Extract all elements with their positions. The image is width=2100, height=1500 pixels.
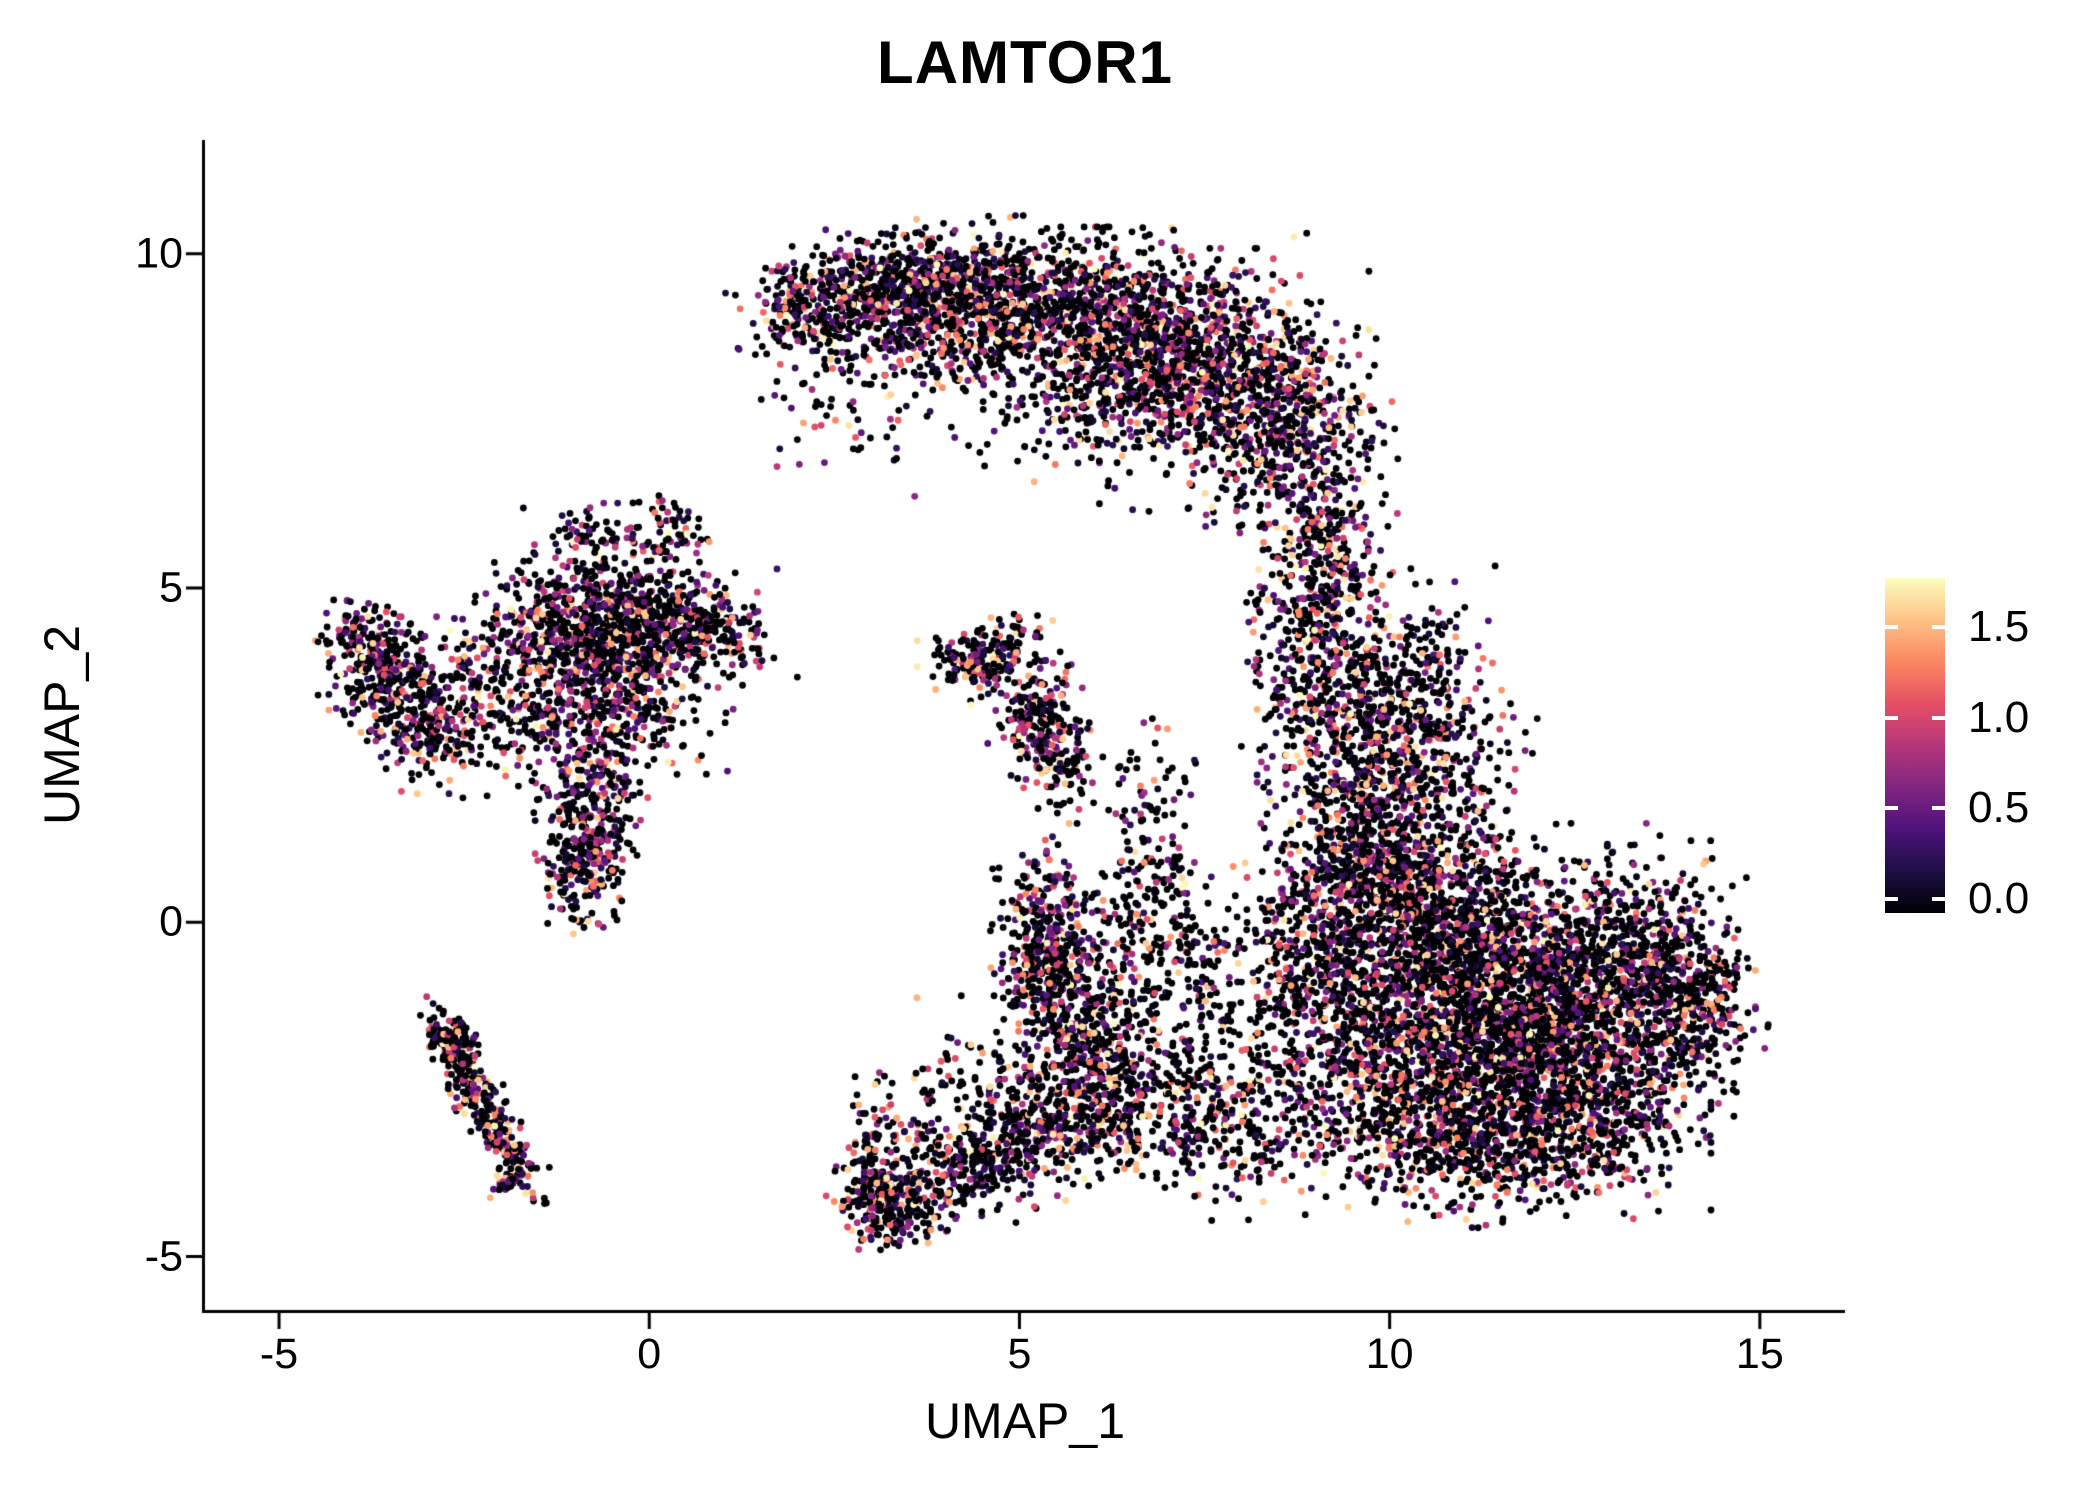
expression-colorbar: 1.5 1.0 0.5 0.0 xyxy=(1885,578,2100,923)
colorbar-tick-mark xyxy=(1885,896,1898,901)
plot-title: LAMTOR1 xyxy=(877,29,1173,96)
y-axis-label: UMAP_2 xyxy=(34,624,90,826)
colorbar-tick-label: 0.0 xyxy=(1968,873,2030,923)
colorbar-tick-mark xyxy=(1932,715,1945,720)
colorbar-tick-label: 1.5 xyxy=(1968,602,2030,652)
colorbar-tick-mark xyxy=(1885,715,1898,720)
colorbar-tick-mark xyxy=(1885,625,1898,630)
colorbar-tick-mark xyxy=(1932,806,1945,811)
colorbar-tick-label: 0.5 xyxy=(1968,783,2030,833)
colorbar-tick-label: 1.0 xyxy=(1968,692,2030,742)
colorbar-gradient xyxy=(1885,578,1945,913)
colorbar-tick-mark xyxy=(1885,806,1898,811)
colorbar-tick-mark xyxy=(1932,896,1945,901)
x-axis-label: UMAP_1 xyxy=(924,1393,1126,1449)
colorbar-tick-mark xyxy=(1932,625,1945,630)
